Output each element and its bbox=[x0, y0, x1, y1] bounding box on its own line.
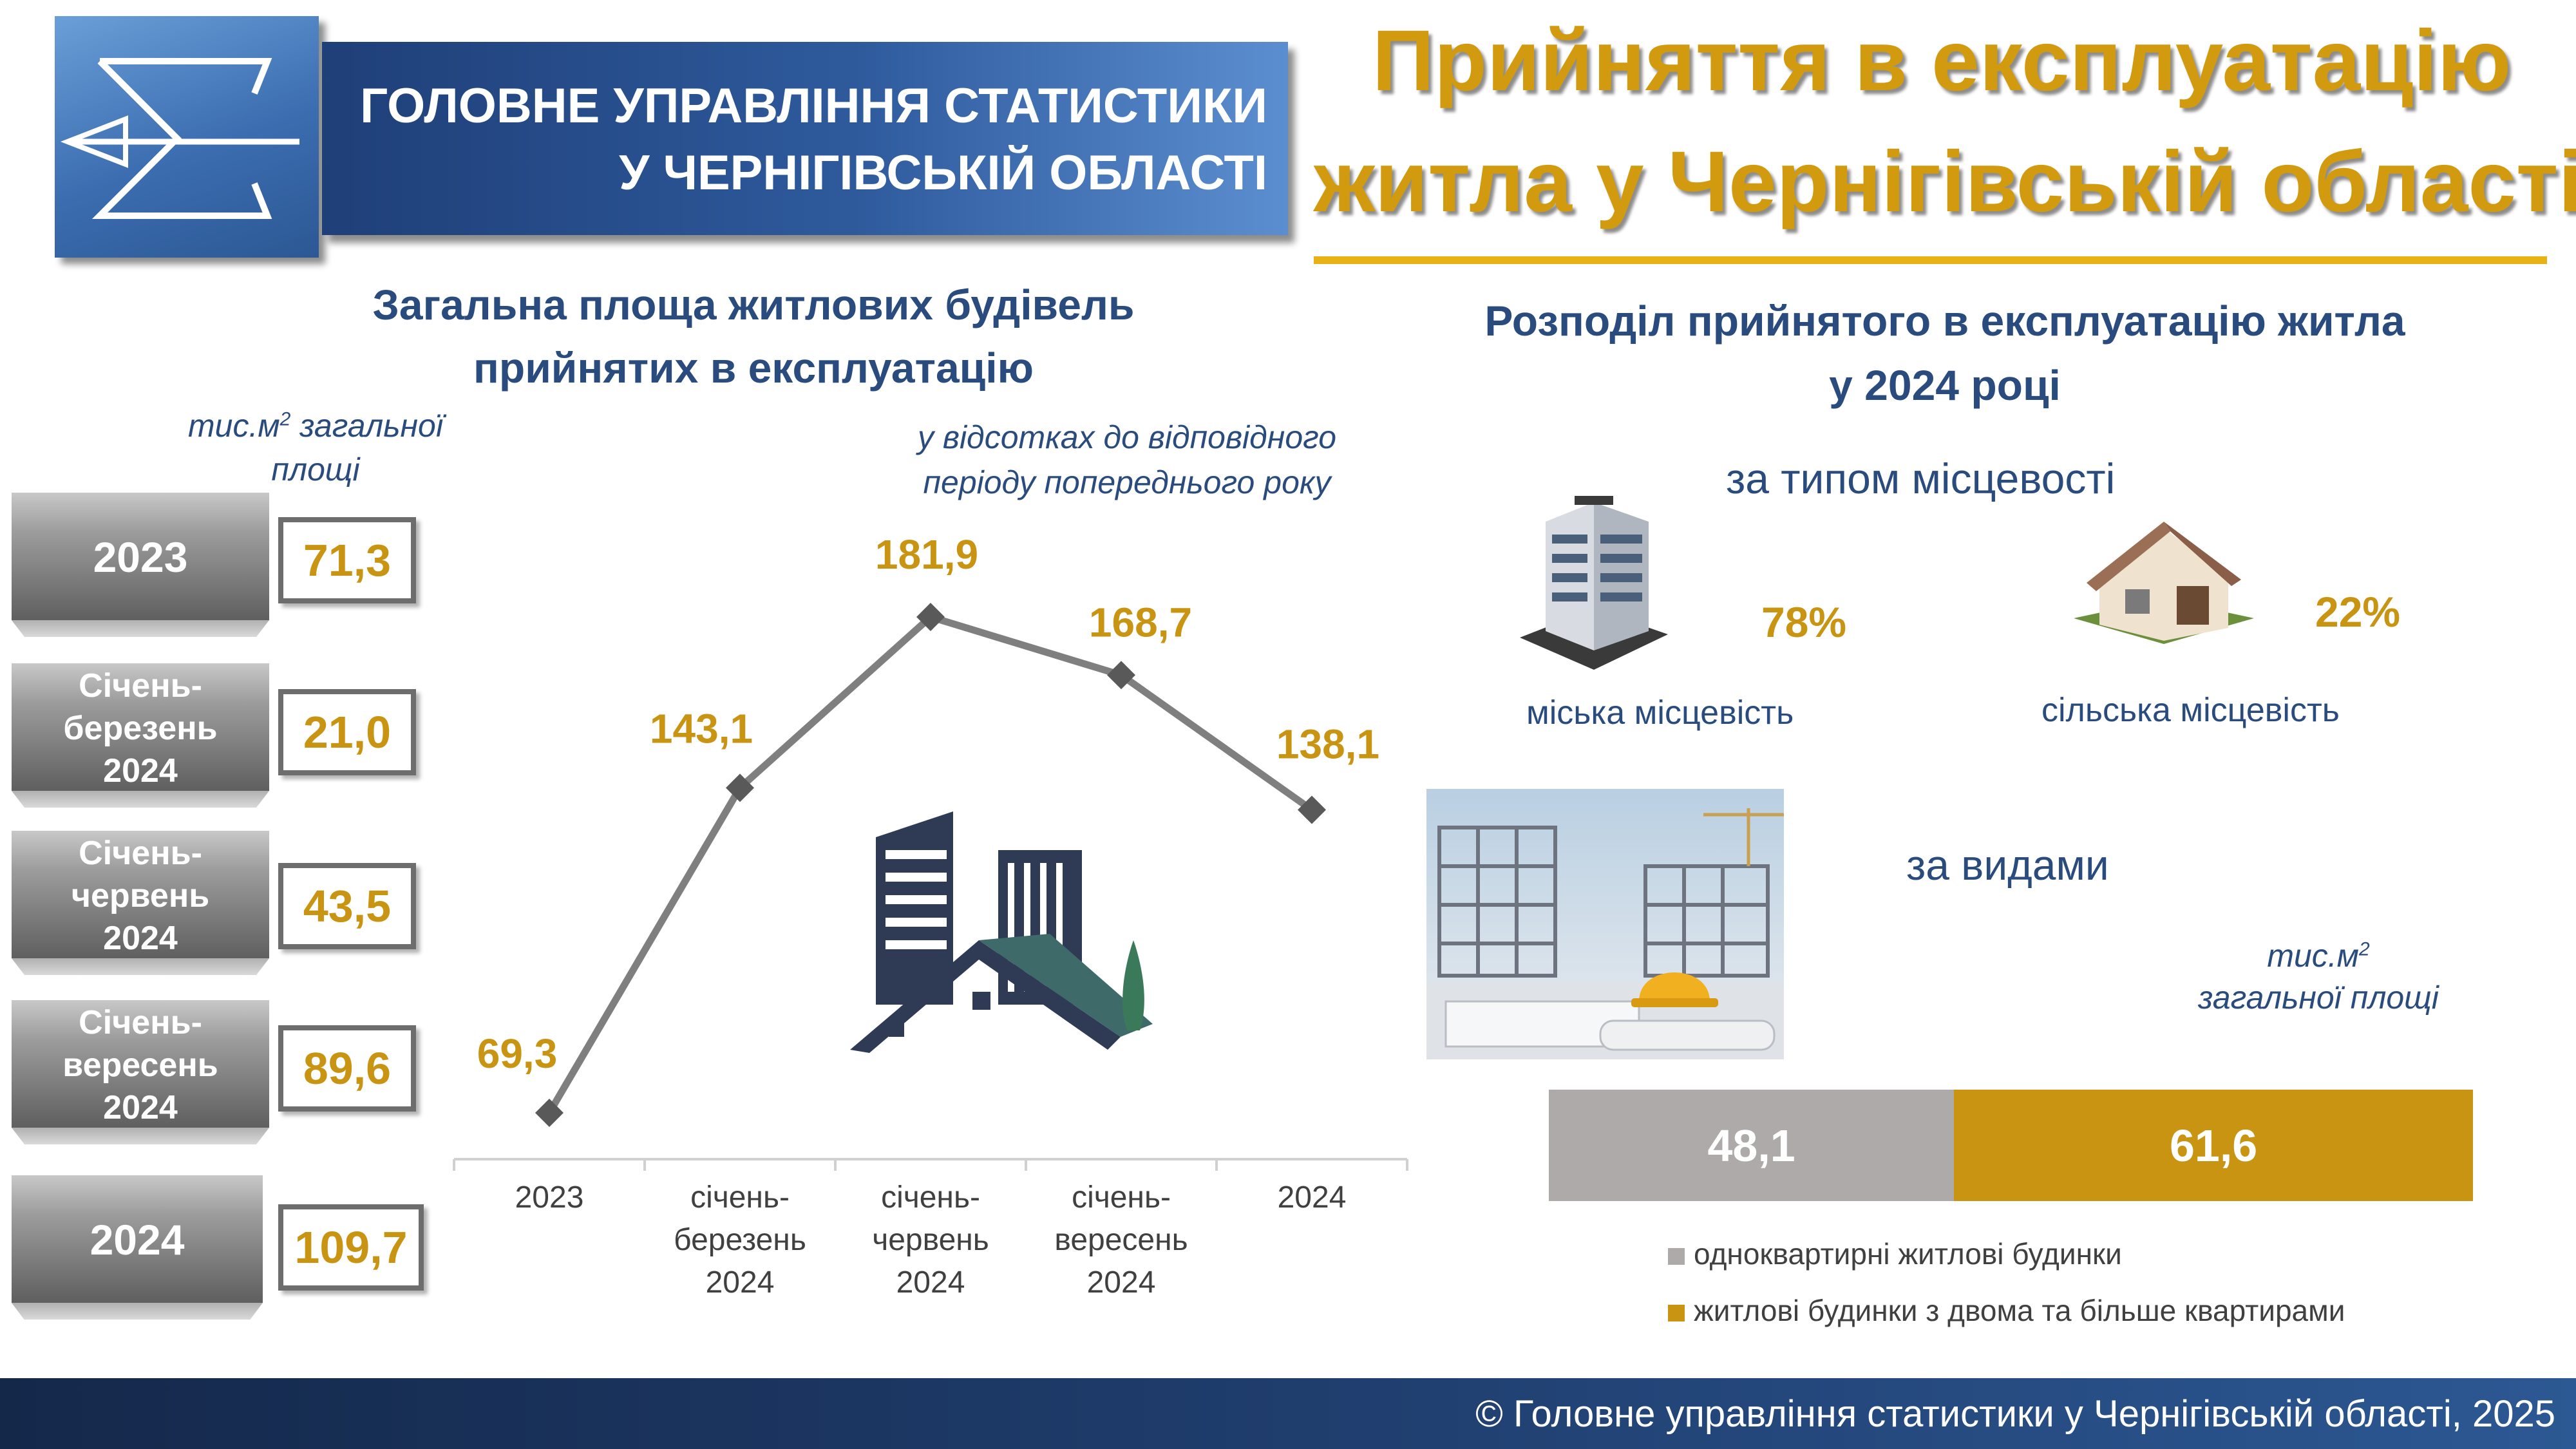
period-tab-2024: 2024 bbox=[12, 1175, 263, 1303]
series-line bbox=[546, 613, 1314, 1115]
x-tick-label: березень bbox=[674, 1223, 806, 1257]
city-buildings-illustration bbox=[850, 811, 1153, 1053]
period-tab-h1-2024: Січень- червень 2024 bbox=[12, 831, 269, 958]
rural-label: сільська місцевість bbox=[2041, 692, 2340, 729]
org-banner: ГОЛОВНЕ УПРАВЛІННЯ СТАТИСТИКИ У ЧЕРНІГІВ… bbox=[322, 42, 1288, 235]
org-name-line-1: ГОЛОВНЕ УПРАВЛІННЯ СТАТИСТИКИ bbox=[360, 79, 1267, 133]
legend-item-single-apartment: одноквартирні житлові будинки bbox=[1668, 1236, 2122, 1271]
value-box-h1-2024: 43,5 bbox=[278, 863, 416, 949]
data-point-marker bbox=[1107, 661, 1135, 690]
right-unit-label: тис.м2 bbox=[2267, 938, 2370, 974]
stacked-bar: 48,1 61,6 bbox=[1549, 1090, 2473, 1201]
right-section-title-2: у 2024 році bbox=[1829, 361, 2061, 409]
chart-note-line-1: у відсотках до відповідного bbox=[917, 419, 1337, 455]
x-tick-label: 2024 bbox=[896, 1265, 965, 1300]
x-tick-label: січень- bbox=[881, 1180, 980, 1215]
data-label: 143,1 bbox=[650, 705, 753, 752]
footer: © Головне управління статистики у Черніг… bbox=[0, 1378, 2576, 1449]
apartment-building-icon bbox=[1520, 496, 1668, 670]
x-tick-label: 2024 bbox=[1278, 1180, 1347, 1215]
data-label: 168,7 bbox=[1089, 599, 1192, 645]
x-tick-label: 2024 bbox=[1087, 1265, 1156, 1300]
stack-segment-multi-apartment: 61,6 bbox=[1954, 1090, 2473, 1201]
urban-label: міська місцевість bbox=[1526, 694, 1794, 732]
x-tick-label: вересень bbox=[1054, 1223, 1188, 1257]
legend-swatch-gold bbox=[1668, 1304, 1685, 1321]
org-name-line-2: У ЧЕРНІГІВСЬКІЙ ОБЛАСТІ bbox=[619, 146, 1267, 200]
page-title-line-2: житла у Чернігівській області bbox=[1314, 134, 2576, 230]
legend-swatch-gray bbox=[1668, 1247, 1685, 1265]
x-tick-label: січень- bbox=[1072, 1180, 1171, 1215]
urban-percent: 78% bbox=[1761, 598, 1847, 646]
period-tab-2023: 2023 bbox=[12, 493, 269, 620]
data-point-marker bbox=[916, 603, 945, 631]
right-unit-label-2: загальної площі bbox=[2198, 980, 2439, 1016]
data-label: 181,9 bbox=[875, 531, 978, 578]
data-label: 138,1 bbox=[1276, 721, 1379, 768]
by-type-heading: за видами bbox=[1906, 841, 2109, 889]
value-box-9m-2024: 89,6 bbox=[278, 1025, 416, 1112]
x-tick-label: січень- bbox=[690, 1180, 790, 1215]
period-tab-q1-2024: Січень- березень 2024 bbox=[12, 663, 269, 791]
period-tab-9m-2024: Січень- вересень 2024 bbox=[12, 1000, 269, 1128]
rural-percent: 22% bbox=[2315, 588, 2401, 636]
logo bbox=[55, 16, 319, 258]
left-section-title-2: прийнятих в експлуатацію bbox=[473, 344, 1034, 392]
page-title-line-1: Прийняття в експлуатацію bbox=[1372, 13, 2512, 109]
data-point-marker bbox=[535, 1099, 564, 1127]
left-unit-label: тис.м2 загальної bbox=[188, 408, 443, 444]
value-box-q1-2024: 21,0 bbox=[278, 689, 416, 775]
data-point-marker bbox=[726, 773, 754, 802]
sigma-logo-icon bbox=[60, 58, 299, 219]
copyright-text: © Головне управління статистики у Черніг… bbox=[1475, 1393, 2555, 1435]
value-box-2023: 71,3 bbox=[278, 517, 416, 603]
x-tick-label: 2023 bbox=[515, 1180, 584, 1215]
value-box-2024: 109,7 bbox=[278, 1204, 424, 1291]
legend-item-multi-apartment: житлові будинки з двома та більше кварти… bbox=[1668, 1293, 2345, 1328]
data-point-marker bbox=[1298, 795, 1326, 824]
left-section-title-1: Загальна площа житлових будівель bbox=[372, 281, 1135, 328]
title-underline bbox=[1314, 256, 2547, 264]
stack-segment-single-apartment: 48,1 bbox=[1549, 1090, 1955, 1201]
x-tick-label: 2024 bbox=[706, 1265, 775, 1300]
x-tick-label: червень bbox=[872, 1223, 989, 1257]
house-icon bbox=[2074, 522, 2254, 644]
by-area-heading: за типом місцевості bbox=[1726, 455, 2116, 502]
data-label: 69,3 bbox=[477, 1030, 558, 1077]
right-section-title-1: Розподіл прийнятого в експлуатацію житла bbox=[1484, 297, 2405, 345]
chart-note-line-2: періоду попереднього року bbox=[923, 464, 1331, 500]
left-unit-label-2: площі bbox=[271, 451, 360, 488]
construction-site-image bbox=[1426, 789, 1784, 1059]
